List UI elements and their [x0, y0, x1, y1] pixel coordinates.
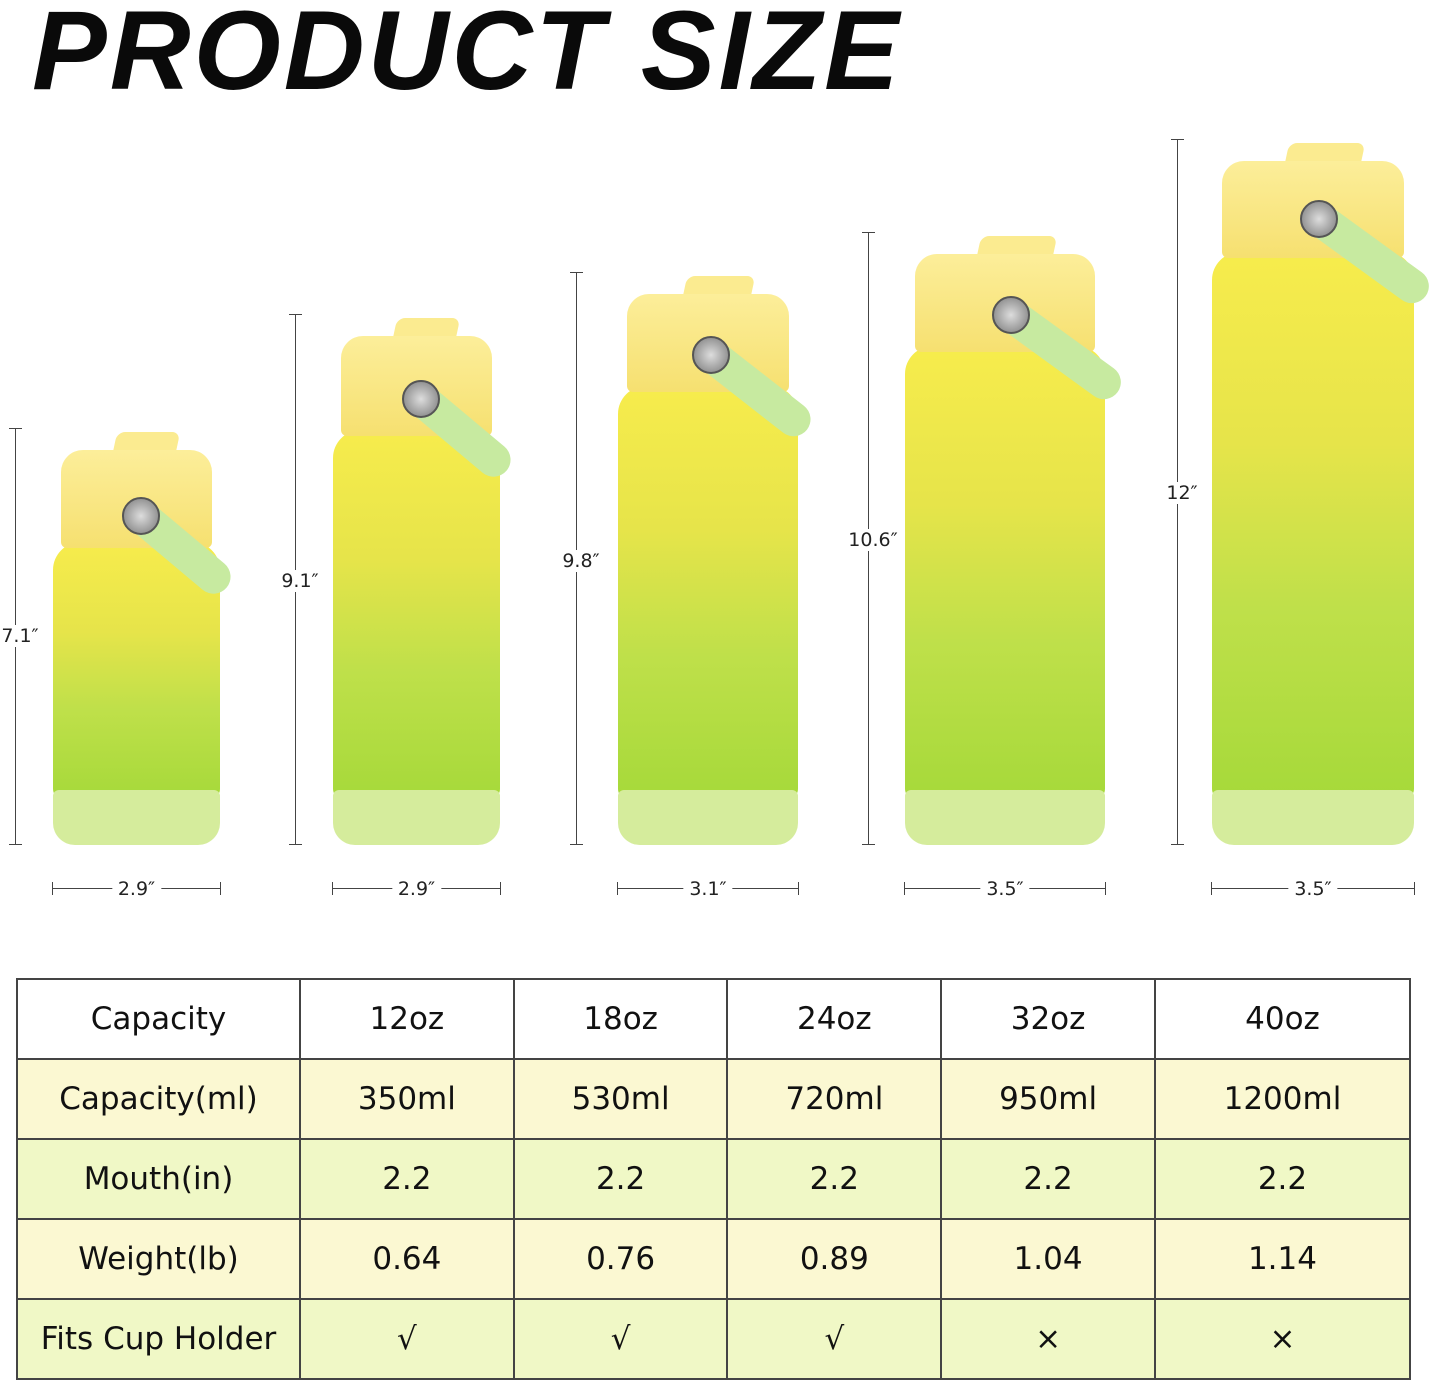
width-label: 2.9″ [111, 878, 162, 900]
width-label: 2.9″ [391, 878, 442, 900]
table-cell: 1200ml [1153, 1058, 1412, 1140]
height-label: 12″ [1160, 482, 1204, 504]
table-cell: 1.04 [940, 1218, 1156, 1300]
bottle-body [53, 542, 220, 799]
row-header: Fits Cup Holder [16, 1298, 301, 1380]
handle-knob-icon [402, 380, 440, 418]
height-label: 7.1″ [0, 625, 45, 647]
table-row: Capacity(ml) 350ml 530ml 720ml 950ml 1200ml [16, 1058, 1412, 1140]
page-title: PRODUCT SIZE [32, 0, 902, 113]
table-row: Weight(lb) 0.64 0.76 0.89 1.04 1.14 [16, 1218, 1412, 1300]
table-cell: 2.2 [512, 1138, 729, 1220]
table-cell: √ [512, 1298, 729, 1380]
bottle-base [1212, 790, 1414, 845]
row-header: Capacity(ml) [16, 1058, 301, 1140]
handle-knob-icon [992, 296, 1030, 334]
table-cell: 1.14 [1153, 1218, 1412, 1300]
height-label: 9.8″ [556, 550, 606, 572]
table-cell: 2.2 [1153, 1138, 1412, 1220]
table-cell: 32oz [940, 978, 1156, 1060]
bottle-base [53, 790, 220, 845]
table-cell: 2.2 [299, 1138, 515, 1220]
width-label: 3.5″ [980, 878, 1030, 900]
table-cell: 24oz [726, 978, 943, 1060]
table-cell: 530ml [512, 1058, 729, 1140]
table-cell: 0.89 [726, 1218, 943, 1300]
bottle-body [333, 430, 500, 799]
width-label: 3.1″ [683, 878, 733, 900]
bottle-base [905, 790, 1105, 845]
bottle-body [618, 386, 798, 799]
bottle-base [618, 790, 798, 845]
spec-table: Capacity 12oz 18oz 24oz 32oz 40oz Capacity(ml)… [16, 978, 1412, 1380]
row-header: Mouth(in) [16, 1138, 301, 1220]
row-header: Capacity [16, 978, 301, 1060]
table-cell: 350ml [299, 1058, 515, 1140]
table-cell: 40oz [1153, 978, 1412, 1060]
table-cell: 2.2 [940, 1138, 1156, 1220]
table-row: Capacity 12oz 18oz 24oz 32oz 40oz [16, 978, 1412, 1060]
row-header: Weight(lb) [16, 1218, 301, 1300]
height-label: 9.1″ [275, 570, 325, 592]
table-cell: 18oz [512, 978, 729, 1060]
table-cell: × [1153, 1298, 1412, 1380]
bottle-base [333, 790, 500, 845]
table-row: Mouth(in) 2.2 2.2 2.2 2.2 2.2 [16, 1138, 1412, 1220]
table-cell: √ [726, 1298, 943, 1380]
table-cell: 720ml [726, 1058, 943, 1140]
table-cell: × [940, 1298, 1156, 1380]
handle-knob-icon [692, 336, 730, 374]
table-cell: 950ml [940, 1058, 1156, 1140]
handle-knob-icon [122, 497, 160, 535]
table-cell: 12oz [299, 978, 515, 1060]
handle-knob-icon [1300, 200, 1338, 238]
table-cell: 2.2 [726, 1138, 943, 1220]
table-cell: √ [299, 1298, 515, 1380]
height-label: 10.6″ [842, 529, 904, 551]
bottle-body [1212, 252, 1414, 799]
bottle-body [905, 346, 1105, 799]
table-cell: 0.76 [512, 1218, 729, 1300]
width-label: 3.5″ [1288, 878, 1338, 900]
table-row: Fits Cup Holder √ √ √ × × [16, 1298, 1412, 1380]
table-cell: 0.64 [299, 1218, 515, 1300]
